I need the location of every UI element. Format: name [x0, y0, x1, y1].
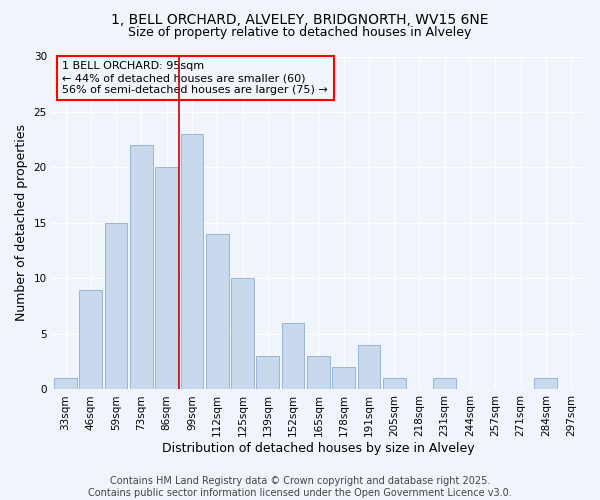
- Bar: [54, 378, 77, 390]
- Bar: [358, 345, 380, 390]
- Bar: [181, 134, 203, 390]
- Bar: [332, 368, 355, 390]
- Bar: [79, 290, 102, 390]
- Bar: [383, 378, 406, 390]
- Bar: [307, 356, 330, 390]
- Bar: [535, 378, 557, 390]
- Bar: [433, 378, 456, 390]
- Text: 1, BELL ORCHARD, ALVELEY, BRIDGNORTH, WV15 6NE: 1, BELL ORCHARD, ALVELEY, BRIDGNORTH, WV…: [111, 12, 489, 26]
- Text: Size of property relative to detached houses in Alveley: Size of property relative to detached ho…: [128, 26, 472, 39]
- Bar: [155, 168, 178, 390]
- Bar: [281, 323, 304, 390]
- Bar: [130, 146, 153, 390]
- Bar: [105, 223, 127, 390]
- Bar: [206, 234, 229, 390]
- Bar: [256, 356, 279, 390]
- Y-axis label: Number of detached properties: Number of detached properties: [15, 124, 28, 322]
- X-axis label: Distribution of detached houses by size in Alveley: Distribution of detached houses by size …: [162, 442, 475, 455]
- Text: 1 BELL ORCHARD: 95sqm
← 44% of detached houses are smaller (60)
56% of semi-deta: 1 BELL ORCHARD: 95sqm ← 44% of detached …: [62, 62, 328, 94]
- Text: Contains HM Land Registry data © Crown copyright and database right 2025.
Contai: Contains HM Land Registry data © Crown c…: [88, 476, 512, 498]
- Bar: [231, 278, 254, 390]
